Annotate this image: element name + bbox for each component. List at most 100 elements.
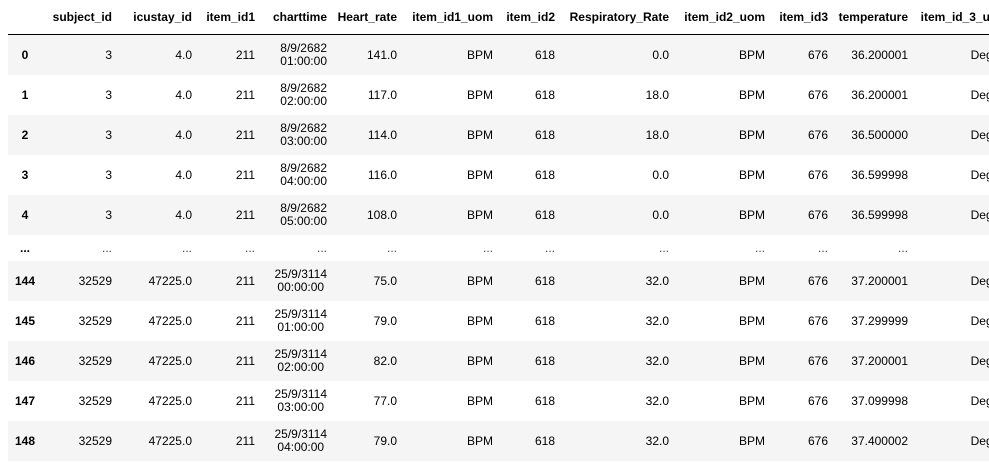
- cell-item-id-3-uom: Deg. C: [970, 207, 989, 222]
- cell-item-id3: 676: [807, 433, 828, 448]
- cell-respiratory-rate: 0.0: [652, 207, 669, 222]
- cell-charttime: 8/9/2682 04:00:00: [261, 155, 333, 195]
- cell-item-id3: 676: [807, 273, 828, 288]
- cell-charttime: 8/9/2682 01:00:00: [261, 35, 333, 75]
- cell-item-id1: 211: [235, 207, 255, 222]
- cell-respiratory-rate: ...: [658, 240, 669, 255]
- table-row: 4 3 4.0 211 8/9/2682 05:00:00 108.0 BPM 618 0.0 BP…: [8, 194, 989, 235]
- charttime-date: 25/9/3114: [274, 386, 328, 401]
- cell-item-id3: 676: [807, 87, 828, 102]
- cell-item-id1: 211: [235, 167, 255, 182]
- cell-item-id-3-uom: Deg. C: [970, 273, 989, 288]
- cell-heart-rate: 116.0: [367, 167, 397, 182]
- cell-respiratory-rate: 32.0: [645, 313, 669, 328]
- cell-subject-id: ...: [101, 240, 112, 255]
- cell-icustay-id: 47225.0: [148, 273, 192, 288]
- charttime-date: 8/9/2682: [280, 40, 327, 55]
- cell-temperature: ...: [897, 240, 908, 255]
- cell-item-id2: 618: [534, 87, 555, 102]
- charttime-date: 8/9/2682: [280, 80, 327, 95]
- cell-charttime: 8/9/2682 02:00:00: [261, 75, 333, 115]
- cell-item-id1: ...: [244, 240, 255, 255]
- cell-item-id-3-uom: Deg. C: [970, 353, 989, 368]
- cell-respiratory-rate: 32.0: [645, 393, 669, 408]
- charttime-date: 25/9/3114: [274, 266, 328, 281]
- charttime-date: 25/9/3114: [274, 346, 328, 361]
- cell-item-id1: 211: [235, 87, 255, 102]
- cell-subject-id: 3: [105, 87, 112, 102]
- cell-item-id2-uom: BPM: [738, 273, 765, 288]
- row-index: 3: [21, 167, 29, 182]
- charttime-value: 8/9/2682 05:00:00: [280, 201, 327, 228]
- header-charttime: charttime: [261, 0, 333, 35]
- cell-item-id1: 211: [235, 433, 255, 448]
- cell-temperature: 37.099998: [851, 393, 908, 408]
- cell-charttime: 25/9/3114 02:00:00: [261, 341, 333, 381]
- cell-item-id2-uom: BPM: [738, 47, 765, 62]
- cell-item-id-3-uom: Deg. C: [970, 127, 989, 142]
- cell-item-id1: 211: [235, 127, 255, 142]
- cell-heart-rate: 114.0: [367, 127, 397, 142]
- cell-respiratory-rate: 32.0: [645, 353, 669, 368]
- table-row: 0 3 4.0 211 8/9/2682 01:00:00 141.0 BPM 618 0.0 BP…: [8, 34, 989, 75]
- row-index: 144: [14, 273, 36, 288]
- cell-item-id1-uom: BPM: [466, 433, 493, 448]
- header-respiratory-rate: Respiratory_Rate: [561, 0, 675, 35]
- cell-item-id2: 618: [534, 47, 555, 62]
- cell-heart-rate: 141.0: [366, 47, 397, 62]
- header-item-id2: item_id2: [499, 0, 561, 35]
- cell-item-id1-uom: BPM: [466, 47, 493, 62]
- cell-icustay-id: 47225.0: [148, 433, 192, 448]
- cell-temperature: 36.200001: [851, 47, 908, 62]
- cell-item-id1-uom: BPM: [466, 353, 493, 368]
- cell-item-id2: 618: [534, 353, 555, 368]
- cell-icustay-id: ...: [181, 240, 192, 255]
- cell-subject-id: 3: [105, 127, 112, 142]
- cell-item-id2: 618: [534, 167, 555, 182]
- cell-item-id1-uom: BPM: [466, 127, 493, 142]
- table-row: 146 32529 47225.0 211 25/9/3114 02:00:00 82.0 B…: [8, 340, 989, 381]
- cell-item-id1-uom: BPM: [466, 207, 493, 222]
- cell-item-id3: 676: [807, 47, 828, 62]
- cell-charttime: 25/9/3114 04:00:00: [261, 421, 333, 461]
- row-index: 0: [21, 47, 29, 62]
- cell-item-id1: 211: [235, 353, 255, 368]
- row-index: 147: [14, 393, 36, 408]
- cell-icustay-id: 47225.0: [148, 313, 192, 328]
- cell-item-id2-uom: BPM: [738, 393, 765, 408]
- cell-item-id1-uom: ...: [482, 240, 493, 255]
- cell-item-id2: 618: [534, 433, 555, 448]
- cell-item-id3: 676: [807, 127, 828, 142]
- cell-respiratory-rate: 0.0: [652, 167, 669, 182]
- charttime-value: 8/9/2682 01:00:00: [280, 40, 327, 68]
- cell-item-id3: 676: [807, 167, 828, 182]
- cell-heart-rate: 82.0: [373, 353, 397, 368]
- row-index: ...: [19, 240, 30, 255]
- dataframe-table: subject_id icustay_id item_id1 charttime…: [8, 0, 989, 461]
- cell-subject-id: 3: [105, 207, 112, 222]
- cell-subject-id: 32529: [78, 393, 112, 408]
- cell-heart-rate: 117.0: [367, 87, 397, 102]
- cell-item-id-3-uom: Deg. C: [970, 47, 989, 62]
- cell-item-id2-uom: BPM: [738, 87, 765, 102]
- charttime-time: 05:00:00: [280, 213, 327, 228]
- table-row: 3 3 4.0 211 8/9/2682 04:00:00 116.0 BPM 618 0.0 BP…: [8, 154, 989, 195]
- cell-subject-id: 3: [105, 167, 112, 182]
- cell-item-id1-uom: BPM: [466, 313, 493, 328]
- header-item-id1-uom: item_id1_uom: [403, 0, 499, 35]
- cell-item-id-3-uom: ...: [914, 235, 989, 261]
- charttime-value: 8/9/2682 04:00:00: [280, 161, 327, 188]
- cell-respiratory-rate: 32.0: [645, 273, 669, 288]
- charttime-date: 25/9/3114: [274, 306, 328, 321]
- charttime-time: 02:00:00: [277, 359, 325, 374]
- row-index: 148: [14, 433, 36, 448]
- cell-item-id1-uom: BPM: [466, 273, 493, 288]
- cell-charttime: ...: [316, 240, 327, 255]
- cell-heart-rate: ...: [386, 240, 397, 255]
- row-index: 145: [14, 313, 36, 328]
- cell-item-id1: 211: [235, 47, 255, 62]
- cell-charttime: 8/9/2682 05:00:00: [261, 195, 333, 235]
- charttime-value: 25/9/3114 04:00:00: [275, 427, 328, 454]
- cell-item-id2: 618: [534, 393, 555, 408]
- cell-item-id1-uom: BPM: [466, 167, 493, 182]
